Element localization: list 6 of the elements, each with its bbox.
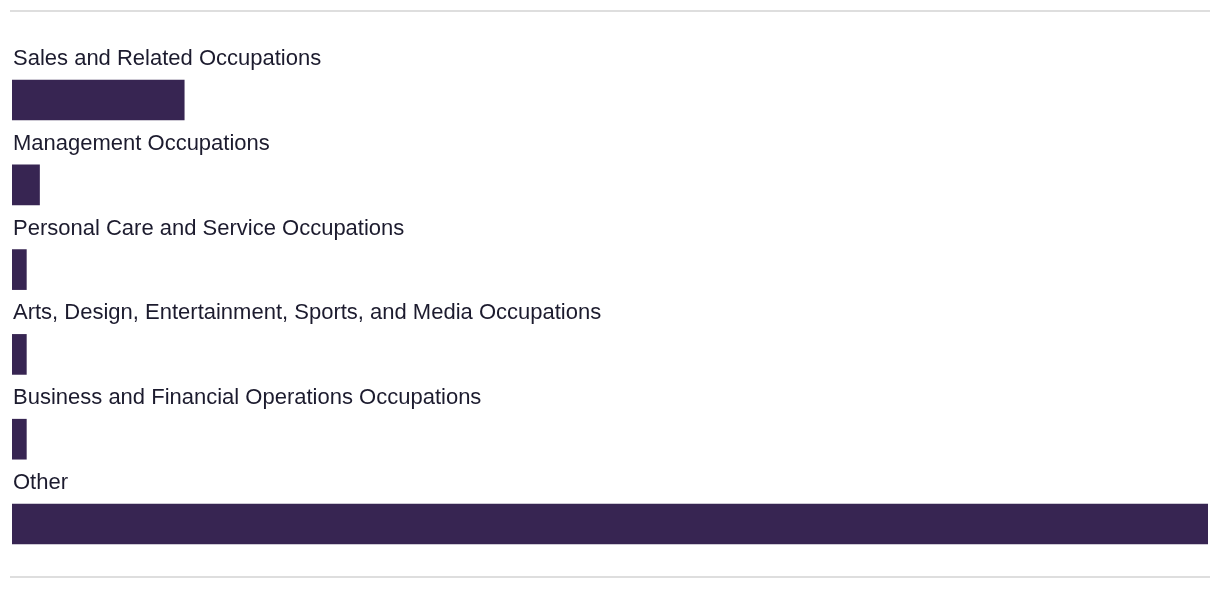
y-tick-label: Arts, Design, Entertainment, Sports, and Media Occupations: [13, 299, 602, 325]
y-tick-label: Business and Financial Operations Occupations: [13, 384, 482, 410]
y-tick-label: Management Occupations: [13, 129, 270, 155]
y-tick-label: Other: [13, 469, 69, 494]
y-tick-label: Sales and Related Occupations: [13, 45, 322, 70]
y-tick-label: Personal Care and Service Occupations: [13, 214, 405, 240]
